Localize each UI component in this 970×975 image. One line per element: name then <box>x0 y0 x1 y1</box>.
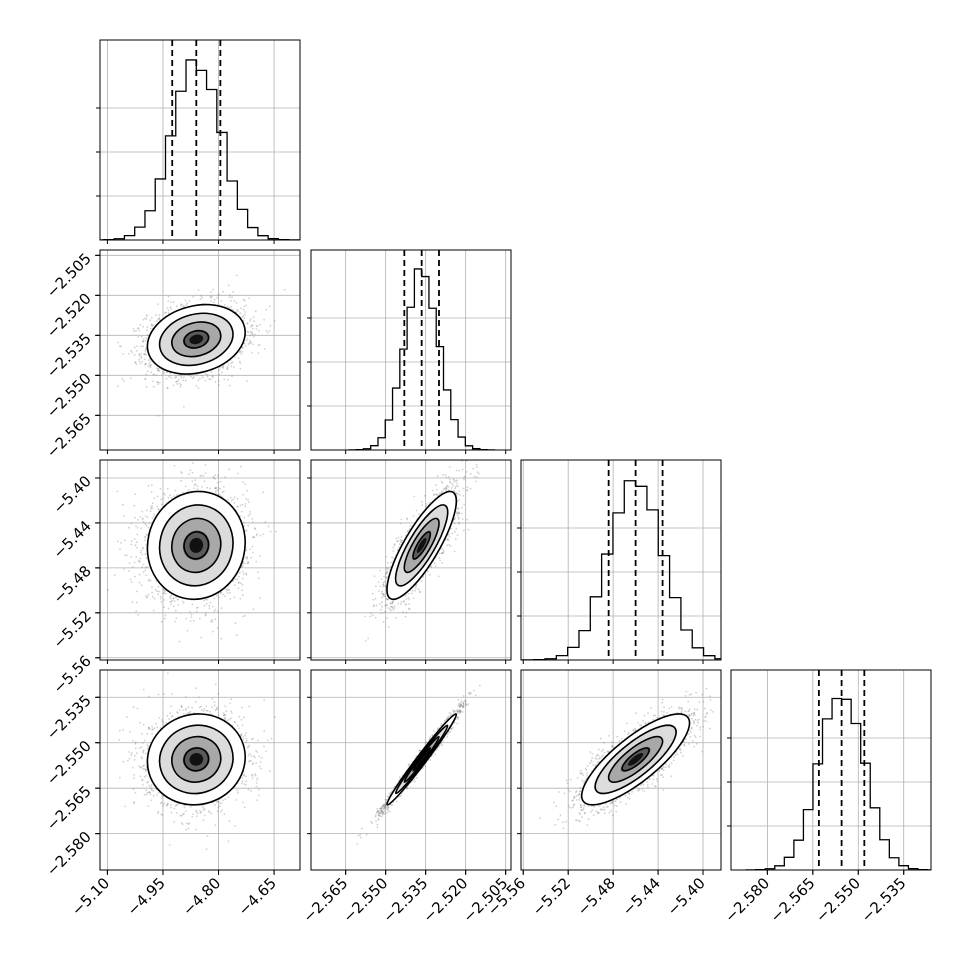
panel-border <box>311 250 511 450</box>
x-tick-label: −2.565 <box>767 874 819 926</box>
x-tick-label: −2.580 <box>721 874 773 926</box>
inner-ticks <box>517 528 703 664</box>
y-tick-label: −2.580 <box>43 828 95 880</box>
histogram-panel-2 <box>521 460 749 660</box>
x-tick-label: −4.80 <box>179 874 224 919</box>
scatter-points <box>539 665 727 829</box>
x-axis-2: −5.56−5.52−5.48−5.44−5.40 <box>484 870 709 919</box>
y-tick-label: −2.565 <box>43 782 95 834</box>
x-tick-label: −5.44 <box>619 874 664 919</box>
scatter-panel-1-0 <box>97 250 300 450</box>
x-tick-label: −5.10 <box>68 874 113 919</box>
scatter-points <box>356 685 480 845</box>
x-tick-label: −2.550 <box>812 874 864 926</box>
x-axis-1: −2.565−2.550−2.535−2.520−2.505 <box>300 870 512 926</box>
y-tick-label: −5.48 <box>50 562 95 607</box>
scatter-points <box>107 455 277 643</box>
x-tick-label: −4.95 <box>124 874 169 919</box>
y-tick-label: −2.505 <box>43 249 95 301</box>
x-axis-3: −2.580−2.565−2.550−2.535 <box>721 870 909 926</box>
scatter-panel-2-1 <box>311 452 511 660</box>
x-tick-label: −5.40 <box>664 874 709 919</box>
y-tick-label: −5.52 <box>50 607 95 652</box>
scatter-points <box>118 672 276 850</box>
y-tick-label: −2.535 <box>43 691 95 743</box>
inner-ticks <box>307 318 506 454</box>
scatter-panel-3-0 <box>100 670 300 870</box>
y-axis-2: −5.56−5.52−5.48−5.44−5.40 <box>50 472 100 697</box>
histogram-panel-3 <box>731 670 937 870</box>
scatter-panel-3-2 <box>521 665 727 870</box>
y-tick-label: −2.550 <box>43 737 95 789</box>
y-axis-3: −2.580−2.565−2.550−2.535 <box>43 691 100 879</box>
x-tick-label: −5.48 <box>574 874 619 919</box>
y-tick-label: −5.40 <box>50 472 95 517</box>
scatter-panel-2-0 <box>100 455 300 661</box>
y-tick-label: −5.44 <box>50 517 95 562</box>
histogram-panel-0 <box>94 40 300 240</box>
y-axis-1: −2.565−2.550−2.535−2.520−2.505 <box>43 249 100 461</box>
x-axis-0: −5.10−4.95−4.80−4.65 <box>68 870 280 919</box>
x-tick-label: −5.52 <box>529 874 574 919</box>
x-tick-label: −4.65 <box>235 874 280 919</box>
scatter-points <box>97 275 286 417</box>
inner-ticks <box>727 738 904 874</box>
histogram-panel-1 <box>311 250 511 450</box>
panel-border <box>731 670 931 870</box>
scatter-points <box>364 452 479 642</box>
y-tick-label: −5.56 <box>50 652 95 697</box>
x-tick-label: −2.535 <box>858 874 910 926</box>
scatter-panel-3-1 <box>311 670 511 870</box>
